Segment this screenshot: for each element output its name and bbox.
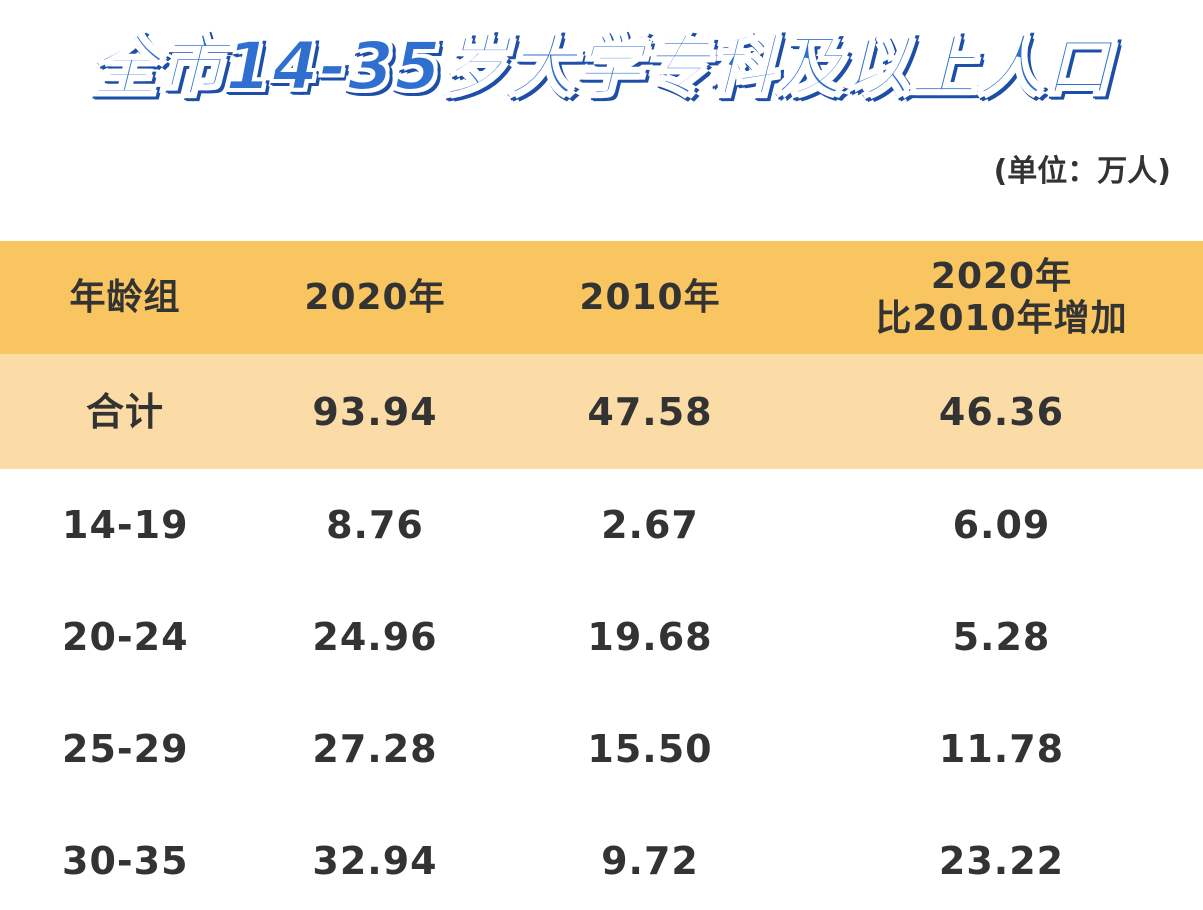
table-row: 14-19 8.76 2.67 6.09 <box>0 469 1203 581</box>
table-row: 25-29 27.28 15.50 11.78 <box>0 693 1203 805</box>
cell-2020: 27.28 <box>312 727 438 771</box>
cell-2010: 15.50 <box>587 727 713 771</box>
cell-2020: 93.94 <box>312 389 438 434</box>
row-label: 合计 <box>85 389 164 434</box>
row-label: 20-24 <box>62 615 189 659</box>
cell-increase: 5.28 <box>952 615 1051 659</box>
table-row: 20-24 24.96 19.68 5.28 <box>0 581 1203 693</box>
data-table: 年龄组 2020年 2010年 2020年 比2010年增加 合计 93.94 … <box>0 241 1203 910</box>
cell-increase: 6.09 <box>952 503 1051 547</box>
cell-2020: 24.96 <box>312 615 438 659</box>
cell-2010: 9.72 <box>601 839 699 883</box>
row-label: 30-35 <box>62 839 189 883</box>
header-age-group: 年龄组 <box>69 276 181 318</box>
cell-increase: 23.22 <box>938 839 1065 883</box>
page-title: 全市14-35岁大学专科及以上人口 <box>90 27 1112 106</box>
cell-2010: 47.58 <box>587 389 713 434</box>
header-increase-line2: 比2010年增加 <box>875 297 1128 339</box>
cell-2020: 32.94 <box>312 839 438 883</box>
header-2020: 2020年 <box>304 276 446 318</box>
table-row-total: 合计 93.94 47.58 46.36 <box>0 354 1203 469</box>
cell-increase: 11.78 <box>938 727 1065 771</box>
row-label: 25-29 <box>62 727 189 771</box>
header-increase: 2020年 比2010年增加 <box>800 256 1203 340</box>
row-label: 14-19 <box>62 503 189 547</box>
cell-2020: 8.76 <box>326 503 424 547</box>
cell-2010: 2.67 <box>601 503 699 547</box>
unit-label: (单位：万人) <box>993 154 1171 189</box>
cell-increase: 46.36 <box>938 389 1065 434</box>
table-header-row: 年龄组 2020年 2010年 2020年 比2010年增加 <box>0 241 1203 354</box>
header-2010: 2010年 <box>579 276 721 318</box>
table-row: 30-35 32.94 9.72 23.22 <box>0 805 1203 910</box>
cell-2010: 19.68 <box>587 615 713 659</box>
header-increase-line1: 2020年 <box>930 255 1073 297</box>
